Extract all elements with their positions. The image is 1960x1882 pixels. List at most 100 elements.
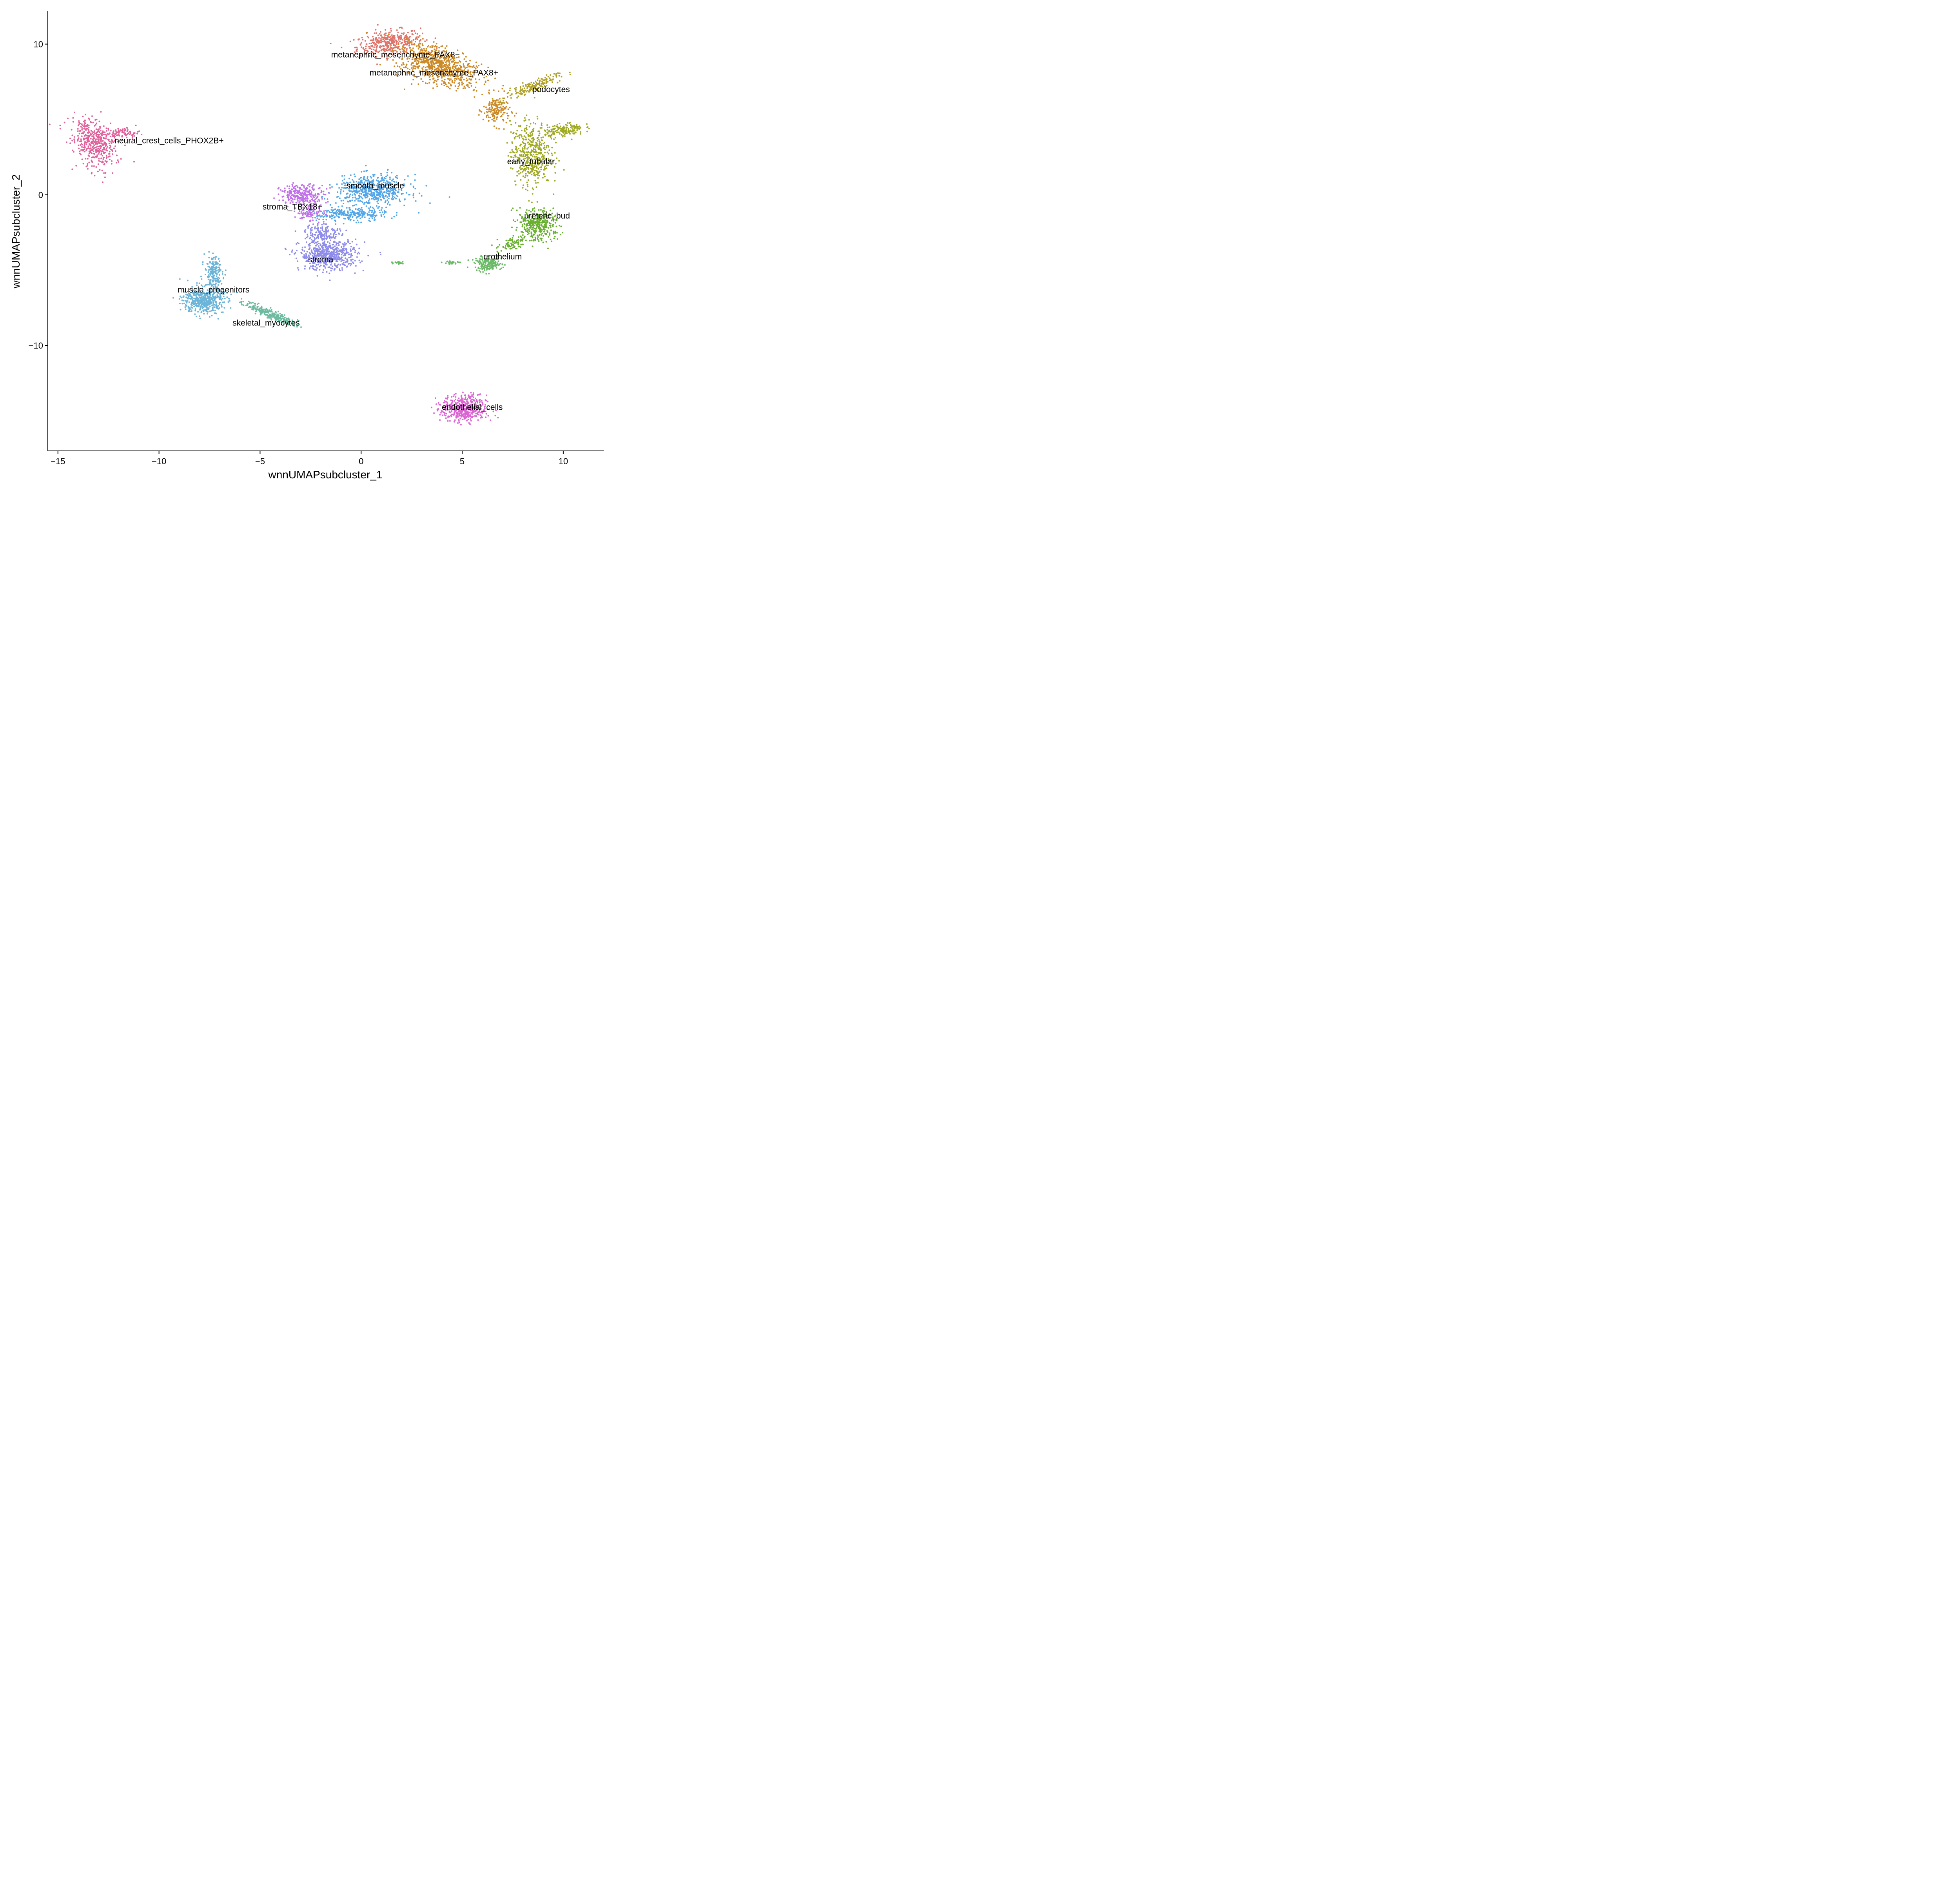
data-point: [532, 164, 534, 166]
data-point: [538, 174, 540, 176]
data-point: [467, 71, 469, 73]
data-point: [368, 207, 370, 209]
data-point: [444, 82, 446, 84]
data-point: [387, 193, 389, 194]
data-point: [422, 55, 424, 57]
data-point: [450, 78, 452, 80]
data-point: [328, 245, 330, 247]
data-point: [552, 125, 554, 127]
data-point: [533, 130, 535, 132]
data-point: [81, 144, 83, 145]
data-point: [303, 195, 305, 197]
data-point: [447, 60, 449, 62]
data-point: [397, 65, 399, 67]
data-point: [419, 193, 420, 194]
data-point: [516, 130, 518, 132]
data-point: [443, 50, 445, 52]
data-point: [87, 158, 89, 160]
data-point: [487, 66, 489, 68]
data-point: [520, 92, 522, 94]
data-point: [526, 87, 528, 89]
data-point: [544, 129, 546, 131]
data-point: [432, 87, 434, 89]
data-point: [354, 47, 356, 49]
data-point: [312, 268, 314, 270]
data-point: [315, 242, 317, 243]
data-point: [416, 66, 418, 68]
data-point: [330, 216, 332, 218]
data-point: [407, 175, 409, 177]
data-point: [552, 129, 554, 131]
data-point: [135, 124, 137, 126]
data-point: [88, 127, 90, 128]
data-point: [421, 48, 423, 50]
data-point: [304, 213, 306, 215]
data-point: [99, 161, 101, 163]
data-point: [509, 107, 511, 109]
data-point: [407, 60, 409, 62]
data-point: [449, 63, 451, 65]
data-point: [439, 71, 441, 73]
data-point: [376, 201, 378, 203]
data-point: [488, 93, 490, 94]
data-point: [511, 156, 513, 158]
data-point: [355, 208, 357, 210]
data-point: [314, 200, 316, 202]
data-point: [339, 270, 341, 272]
data-point: [344, 257, 346, 259]
data-point: [425, 60, 427, 62]
data-point: [315, 245, 316, 247]
data-point: [413, 58, 415, 60]
data-point: [514, 240, 515, 242]
data-point: [522, 175, 524, 177]
data-point: [544, 168, 546, 169]
data-point: [506, 96, 508, 98]
data-point: [529, 140, 531, 142]
data-point: [411, 40, 413, 42]
data-point: [555, 73, 557, 74]
data-point: [419, 40, 421, 42]
data-point: [350, 214, 352, 216]
data-point: [349, 248, 351, 250]
data-point: [426, 52, 428, 54]
data-point: [103, 163, 105, 165]
data-point: [549, 234, 551, 236]
data-point: [331, 218, 333, 220]
data-point: [355, 212, 357, 214]
data-point: [99, 126, 101, 128]
data-point: [330, 270, 332, 272]
data-point: [391, 193, 393, 194]
data-point: [463, 63, 465, 65]
data-point: [413, 53, 415, 54]
data-point: [505, 122, 507, 124]
data-point: [526, 152, 528, 154]
data-point: [530, 233, 532, 234]
data-point: [441, 76, 443, 78]
data-point: [524, 139, 526, 141]
data-point: [310, 220, 312, 221]
data-point: [318, 198, 320, 200]
data-point: [106, 133, 108, 135]
data-point: [118, 161, 119, 163]
data-point: [534, 207, 535, 209]
data-point: [500, 250, 502, 252]
data-point: [365, 47, 367, 49]
data-point: [494, 100, 495, 102]
data-point: [537, 160, 539, 162]
data-point: [519, 154, 521, 156]
data-point: [523, 165, 525, 167]
data-point: [460, 65, 462, 67]
data-point: [88, 124, 90, 126]
data-point: [372, 36, 374, 38]
data-point: [541, 124, 543, 126]
data-point: [405, 36, 407, 38]
data-point: [301, 218, 303, 220]
data-point: [512, 244, 514, 246]
data-point: [406, 58, 408, 60]
data-point: [302, 216, 304, 218]
data-point: [532, 161, 534, 163]
data-point: [127, 129, 129, 131]
data-point: [522, 141, 524, 143]
cluster-points-8: [284, 219, 381, 281]
data-point: [436, 47, 438, 49]
